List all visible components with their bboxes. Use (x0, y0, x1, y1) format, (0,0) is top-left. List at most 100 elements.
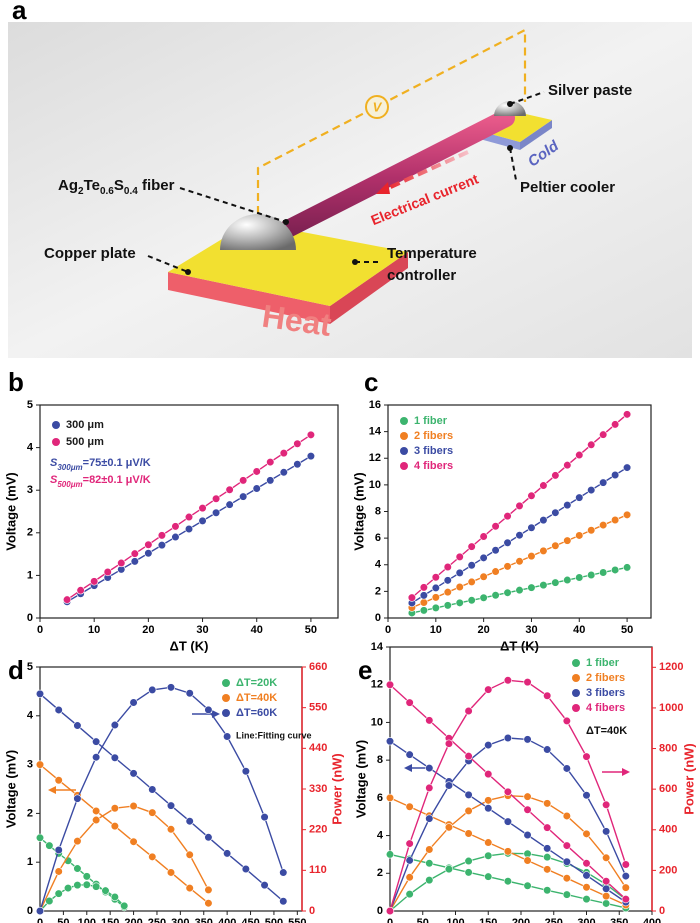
data-point (103, 567, 112, 577)
data-point (543, 745, 552, 754)
data-point (543, 886, 552, 895)
x-tick-label: 400 (218, 917, 236, 923)
data-point (562, 874, 571, 883)
data-point (148, 852, 157, 861)
legend-marker (52, 438, 60, 446)
data-point (602, 884, 611, 893)
data-point (467, 561, 476, 570)
x-tick-label: 500 (265, 917, 283, 923)
data-point (252, 467, 261, 476)
data-point (129, 837, 138, 846)
data-point (611, 470, 620, 480)
x-tick-label: 20 (142, 624, 154, 636)
data-point (551, 471, 560, 480)
data-point (484, 872, 493, 881)
data-point (575, 531, 584, 540)
x-tick-label: 40 (573, 624, 585, 636)
data-point (62, 595, 72, 604)
data-point (527, 523, 536, 532)
data-point (464, 856, 473, 866)
leaders (147, 91, 545, 273)
data-point (148, 808, 157, 817)
y2-tick-label: 1000 (659, 702, 683, 714)
data-point (523, 830, 532, 840)
x-tick-label: 20 (478, 624, 490, 636)
y-tick-label: 10 (371, 716, 383, 728)
data-point (491, 567, 500, 576)
voltmeter-label: V (373, 99, 383, 114)
y-tick-label: 5 (27, 399, 33, 411)
x-tick-label: 0 (385, 624, 391, 636)
data-point (385, 737, 395, 746)
data-point (622, 410, 632, 419)
data-point (293, 460, 302, 469)
panel-label: d (8, 655, 24, 685)
y-tick-label: 14 (369, 426, 382, 438)
data-point (602, 853, 611, 862)
data-point (419, 583, 428, 592)
data-point (562, 857, 571, 866)
data-point (503, 787, 513, 796)
y-tick-label: 1 (27, 856, 33, 868)
data-point (63, 883, 73, 893)
data-point (539, 581, 548, 590)
data-point (484, 685, 493, 694)
x-tick-label: 300 (577, 917, 595, 923)
data-point (171, 532, 180, 542)
legend-label: 4 fibers (414, 460, 453, 472)
data-point (562, 811, 571, 821)
data-point (204, 899, 213, 908)
data-point (543, 799, 552, 808)
annotation-symbol: S (50, 474, 58, 486)
y-tick-label: 6 (375, 532, 381, 544)
data-point (484, 740, 493, 750)
y-tick-label: 0 (375, 612, 381, 624)
y-tick-label: 12 (371, 679, 383, 691)
annotation: S500μm=82±0.1 μV/K (50, 474, 151, 489)
data-point (464, 706, 473, 716)
data-point (54, 845, 63, 855)
x-tick-label: 100 (78, 917, 96, 923)
x-tick-label: 550 (288, 917, 306, 923)
x-tick-label: 0 (37, 917, 43, 923)
fit-line (39, 805, 210, 912)
x-tick-label: 150 (101, 917, 119, 923)
label: Ag2Te0.6S0.4 fiber (58, 177, 175, 197)
data-point (148, 785, 157, 794)
data-point (602, 892, 611, 901)
data-point (171, 522, 180, 531)
data-point (455, 568, 464, 577)
data-point (443, 562, 452, 572)
data-point (523, 881, 532, 890)
data-point (575, 493, 584, 502)
arrow-head (376, 182, 390, 194)
data-point (129, 769, 138, 778)
legend-label: 2 fibers (414, 430, 453, 442)
data-point (241, 767, 250, 776)
data-point (425, 876, 434, 885)
data-point (82, 872, 91, 881)
data-point (464, 752, 473, 761)
data-point (407, 593, 417, 602)
x-tick-label: 250 (545, 917, 563, 923)
y-tick-label: 8 (377, 754, 383, 766)
data-point (425, 859, 434, 868)
x-axis-label: ΔT (K) (170, 638, 209, 653)
plot-frame (39, 404, 339, 619)
data-point (503, 676, 513, 685)
y2-axis-label: Power (nW) (329, 753, 344, 825)
data-point (166, 825, 176, 834)
label-part: 0.6 (100, 186, 114, 197)
data-point (562, 841, 571, 850)
annotation-text: =82±0.1 μV/K (83, 474, 151, 486)
x-tick-label: 250 (148, 917, 166, 923)
y-tick-label: 6 (377, 792, 383, 804)
data-point (467, 596, 476, 605)
data-point (582, 871, 591, 880)
data-point (223, 849, 232, 858)
legend-label: 2 fibers (586, 672, 625, 684)
data-point (582, 829, 591, 838)
x-tick-label: 350 (195, 917, 213, 923)
data-point (405, 698, 414, 707)
